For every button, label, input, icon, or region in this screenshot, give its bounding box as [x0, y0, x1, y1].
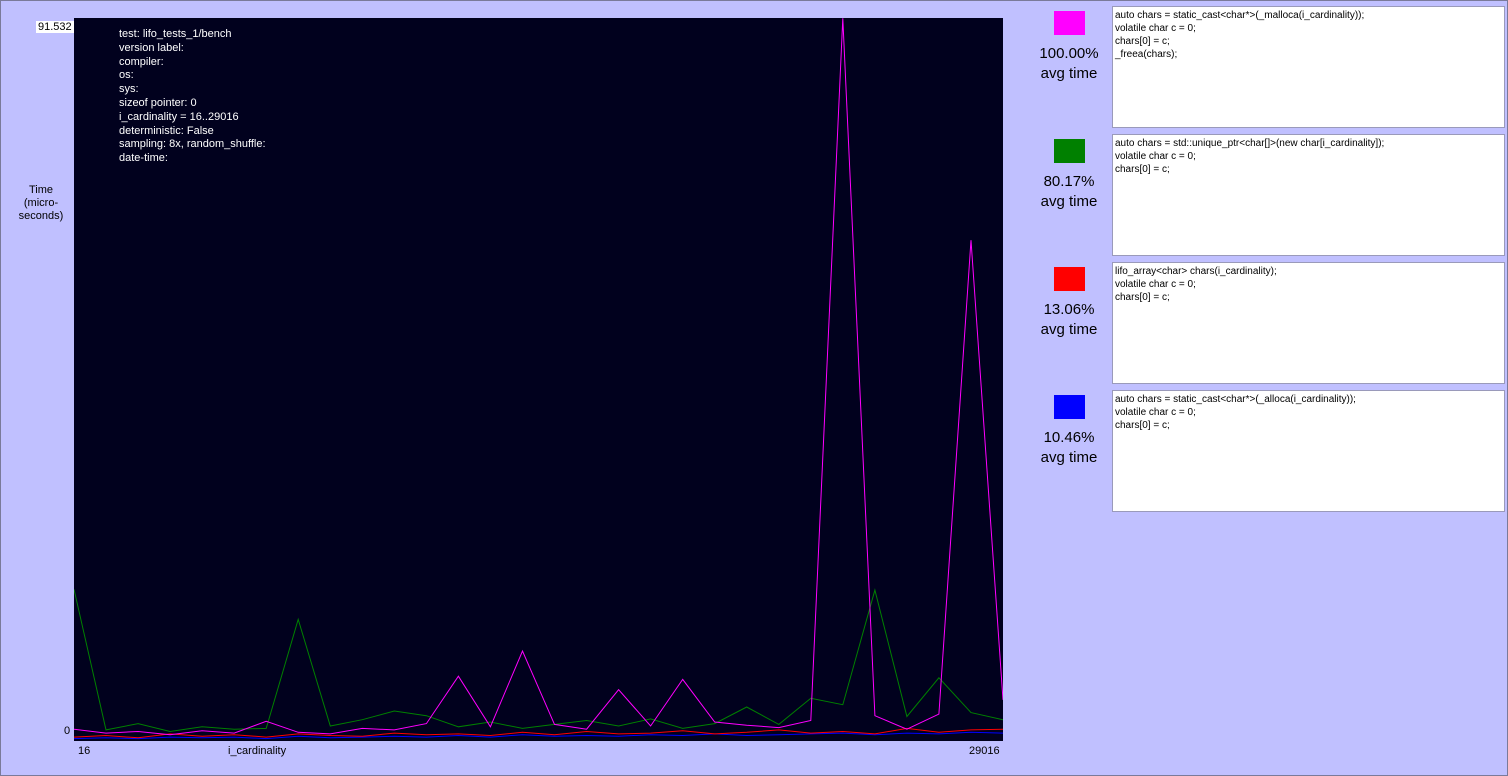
y-axis-title-line: (micro- [23, 197, 59, 209]
legend-label: avg time [1040, 193, 1098, 210]
info-line: sizeof pointer: 0 [119, 96, 197, 109]
info-line: sampling: 8x, random_shuffle: [119, 138, 266, 151]
info-line: i_cardinality = 16..29016 [119, 110, 239, 123]
info-line: test: lifo_tests_1/bench [119, 28, 232, 40]
info-line: date-time: [119, 152, 168, 165]
legend-swatch [1053, 267, 1085, 291]
legend-entry-lifo-array[interactable]: 13.06% avg time [1030, 267, 1108, 340]
code-snippet-lifo-array: lifo_array<char> chars(i_cardinality); v… [1112, 262, 1505, 384]
legend-entry-alloca[interactable]: 10.46% avg time [1030, 395, 1108, 468]
legend-entry-malloca[interactable]: 100.00% avg time [1030, 11, 1108, 84]
legend-entry-unique-ptr[interactable]: 80.17% avg time [1030, 139, 1108, 212]
x-axis-max-label: 29016 [969, 745, 1000, 757]
x-axis-title: i_cardinality [228, 745, 287, 757]
code-snippet-alloca: auto chars = static_cast<char*>(_alloca(… [1112, 390, 1505, 512]
info-line: version label: [119, 41, 184, 54]
test-info-block: test: lifo_tests_1/bench version label: … [119, 28, 266, 166]
y-axis-title: Time (micro-seconds) [14, 184, 68, 223]
legend-label: avg time [1040, 449, 1098, 466]
info-line: sys: [119, 83, 139, 96]
series-line [74, 727, 1003, 739]
y-axis-min-label: 0 [64, 725, 71, 737]
legend-label: avg time [1040, 65, 1098, 82]
legend-label: avg time [1040, 321, 1098, 338]
x-axis-min-label: 16 [78, 745, 91, 757]
legend-percent: 13.06% [1043, 301, 1095, 318]
info-line: compiler: [119, 55, 164, 68]
y-axis-title-line: Time [28, 184, 54, 196]
legend-percent: 80.17% [1043, 173, 1095, 190]
legend-percent: 10.46% [1043, 429, 1095, 446]
legend-swatch [1053, 11, 1085, 35]
info-line: deterministic: False [119, 124, 214, 137]
legend-swatch [1053, 139, 1085, 163]
chart-svg [74, 18, 1003, 740]
y-axis-max-label: 91.532 [36, 21, 74, 33]
info-line: os: [119, 69, 134, 82]
plot-area [74, 18, 1003, 741]
series-line [74, 731, 1003, 740]
code-snippet-malloca: auto chars = static_cast<char*>(_malloca… [1112, 6, 1505, 128]
series-line [74, 588, 1003, 733]
code-snippet-unique-ptr: auto chars = std::unique_ptr<char[]>(new… [1112, 134, 1505, 256]
legend-swatch [1053, 395, 1085, 419]
y-axis-title-line: seconds) [18, 210, 64, 222]
legend-percent: 100.00% [1039, 45, 1099, 62]
series-line [74, 18, 1003, 736]
